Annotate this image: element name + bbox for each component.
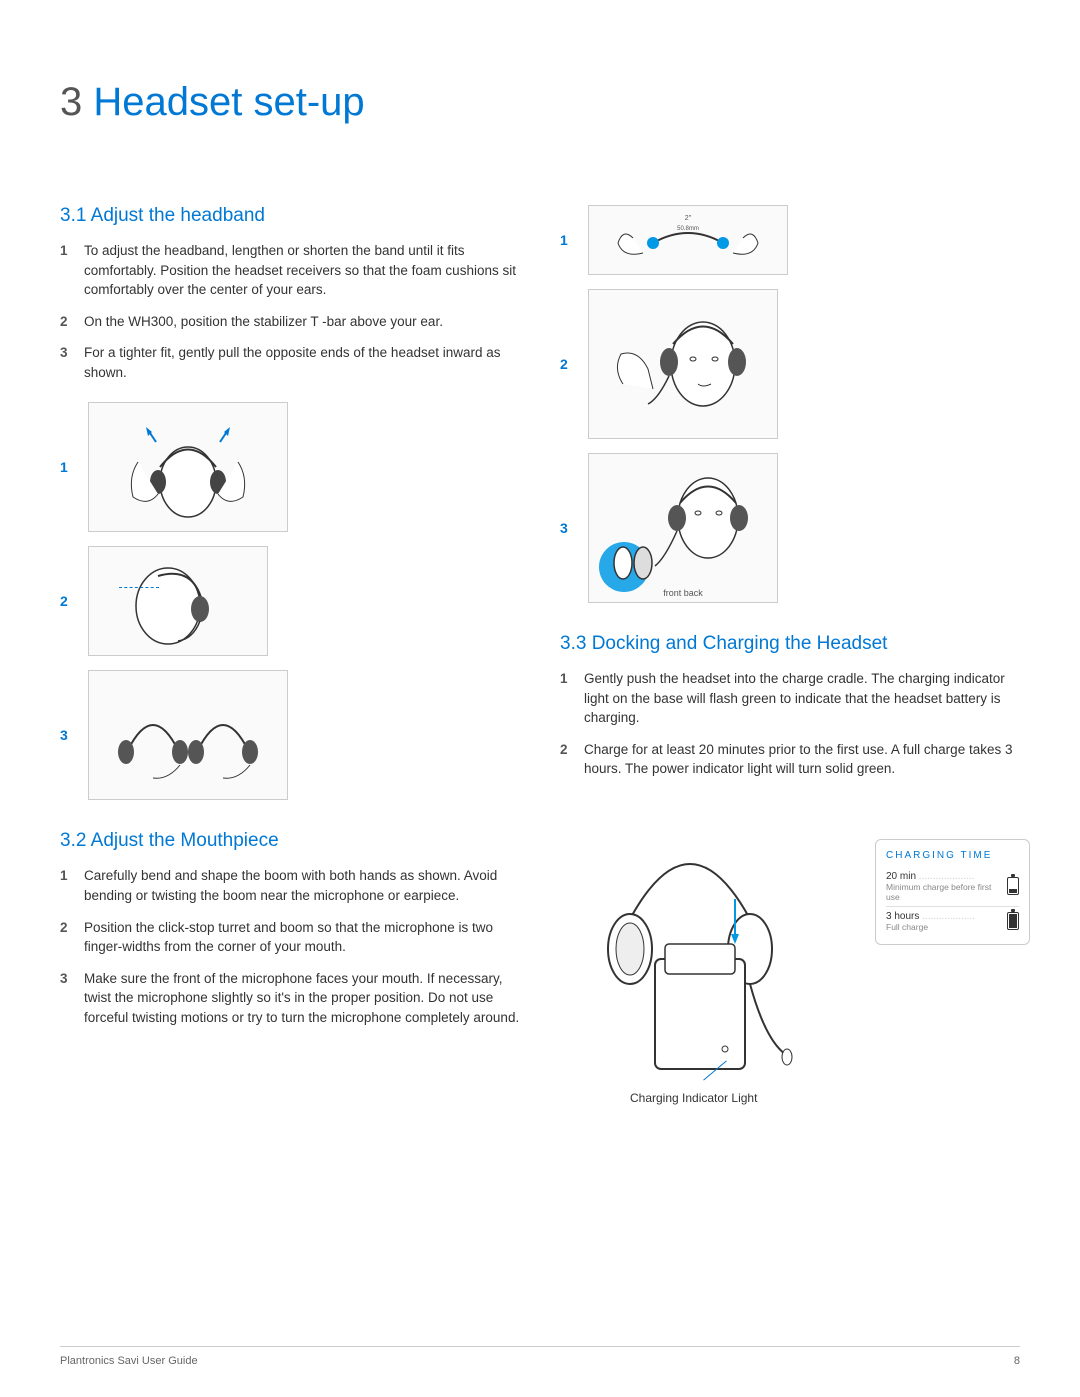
figure-mic-front-back: front back: [588, 453, 778, 603]
step-text: Carefully bend and shape the boom with b…: [84, 866, 520, 905]
step-text: Charge for at least 20 minutes prior to …: [584, 740, 1020, 779]
section-32-title: 3.2 Adjust the Mouthpiece: [60, 830, 520, 852]
footer-left: Plantronics Savi User Guide: [60, 1355, 198, 1367]
figure-block-31: 1: [60, 402, 520, 800]
battery-icon: [1007, 877, 1019, 895]
step-number: 2: [60, 918, 72, 957]
svg-text:2": 2": [685, 215, 692, 222]
figure-number: 2: [60, 593, 74, 609]
section-32-steps: 1 Carefully bend and shape the boom with …: [60, 866, 520, 1027]
section-33-title: 3.3 Docking and Charging the Headset: [560, 633, 1020, 655]
figure-dock-cradle: [560, 799, 840, 1099]
step-text: Gently push the headset into the charge …: [584, 669, 1020, 728]
figure-block-32: 1 2" 50.8mm 2: [560, 205, 1020, 603]
charge-label: 3 hours: [886, 911, 919, 922]
figure-docking: Charging Indicator Light CHARGING TIME 2…: [560, 799, 1020, 1099]
indicator-label: Charging Indicator Light: [630, 1091, 757, 1107]
page-footer: Plantronics Savi User Guide 8: [60, 1346, 1020, 1367]
left-column: 3.1 Adjust the headband 1To adjust the h…: [60, 205, 520, 1099]
figure-number: 1: [60, 459, 74, 475]
step-number: 1: [60, 866, 72, 905]
step-number: 3: [60, 343, 72, 382]
figure-headband-adjust: [88, 402, 288, 532]
charge-row: 20 min .................... Minimum char…: [886, 867, 1019, 907]
step-number: 3: [60, 969, 72, 1028]
section-33-steps: 1Gently push the headset into the charge…: [560, 669, 1020, 779]
step-number: 1: [60, 241, 72, 300]
chapter-name: Headset set-up: [93, 80, 364, 124]
charge-sublabel: Minimum charge before first use: [886, 882, 1007, 902]
step-text: Position the click-stop turret and boom …: [84, 918, 520, 957]
charge-row: 3 hours ................... Full charge: [886, 907, 1019, 936]
figure-bend-boom: 2" 50.8mm: [588, 205, 788, 275]
chapter-title: 3 Headset set-up: [60, 80, 1020, 125]
figure-number: 1: [560, 232, 574, 248]
figure-number: 3: [60, 727, 74, 743]
figure-number: 3: [560, 520, 574, 536]
right-column: 1 2" 50.8mm 2: [560, 205, 1020, 1099]
step-number: 2: [560, 740, 572, 779]
step-text: To adjust the headband, lengthen or shor…: [84, 241, 520, 300]
figure-stabilizer: [88, 546, 268, 656]
figure-tighten: [88, 670, 288, 800]
step-number: 1: [560, 669, 572, 728]
figure-number: 2: [560, 356, 574, 372]
section-31-steps: 1To adjust the headband, lengthen or sho…: [60, 241, 520, 382]
step-number: 2: [60, 312, 72, 332]
step-text: For a tighter fit, gently pull the oppos…: [84, 343, 520, 382]
chapter-number: 3: [60, 80, 82, 124]
charging-box-title: CHARGING TIME: [886, 850, 1019, 861]
charge-label: 20 min: [886, 871, 916, 882]
step-text: Make sure the front of the microphone fa…: [84, 969, 520, 1028]
section-31-title: 3.1 Adjust the headband: [60, 205, 520, 227]
charging-time-box: CHARGING TIME 20 min ...................…: [875, 839, 1030, 945]
battery-icon: [1007, 912, 1019, 930]
figure-position-mic: [588, 289, 778, 439]
charge-sublabel: Full charge: [886, 922, 1007, 932]
step-text: On the WH300, position the stabilizer T …: [84, 312, 443, 332]
measure-label: 50.8mm: [677, 226, 699, 232]
footer-page-number: 8: [1014, 1355, 1020, 1367]
